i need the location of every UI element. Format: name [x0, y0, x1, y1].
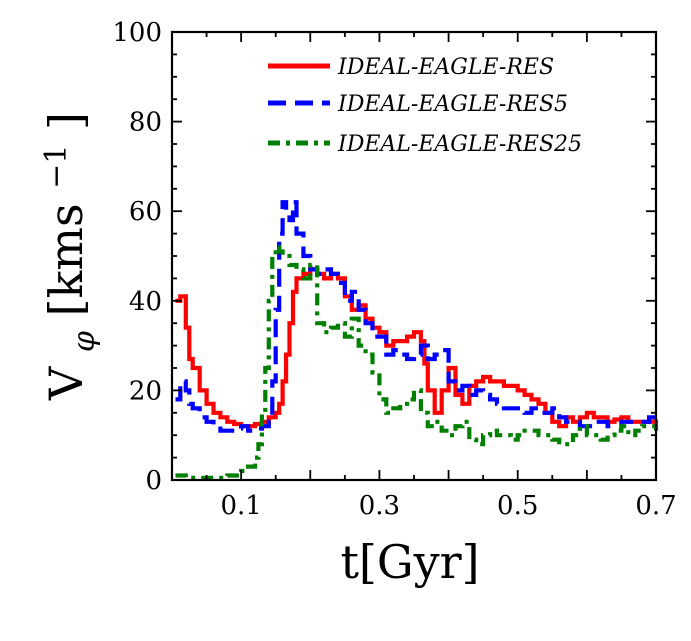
- y-tick-label: 0: [145, 466, 162, 496]
- x-tick-label: 0.7: [635, 491, 676, 521]
- plot-area: [170, 30, 659, 482]
- y-tick-label: 20: [129, 376, 162, 406]
- y-tick-label: 100: [112, 18, 162, 48]
- legend-label-res: IDEAL-EAGLE-RES: [337, 55, 554, 80]
- legend-label-res5: IDEAL-EAGLE-RES5: [337, 92, 568, 117]
- series-layer: [175, 200, 659, 480]
- legend-entry: IDEAL-EAGLE-RES25: [268, 132, 582, 157]
- y-axis-title: V φ [kms −1 ]: [23, 112, 105, 401]
- series-line-1: [175, 267, 659, 429]
- x-axis-title: t[Gyr]: [340, 535, 479, 589]
- y-tick-label: 80: [129, 108, 162, 138]
- tick-labels-layer: 0.1 0.3 0.5 0.7 0 20 40 60 80 100: [112, 18, 676, 521]
- series-line-3: [175, 244, 659, 480]
- legend-entry: IDEAL-EAGLE-RES5: [268, 92, 568, 117]
- y-axis-title-exponent: −1: [39, 145, 74, 189]
- y-axis-title-symbol: V: [39, 366, 93, 401]
- y-axis-title-unit: [kms: [39, 203, 93, 316]
- x-tick-label: 0.3: [359, 491, 400, 521]
- y-tick-label: 40: [129, 287, 162, 317]
- y-axis-title-close: ]: [39, 112, 93, 130]
- legend-label-res25: IDEAL-EAGLE-RES25: [337, 132, 582, 157]
- series-line-2: [175, 200, 656, 433]
- x-tick-label: 0.5: [497, 491, 538, 521]
- ticks-layer: [171, 31, 657, 481]
- x-tick-label: 0.1: [220, 491, 261, 521]
- y-tick-label: 60: [129, 197, 162, 227]
- y-axis-title-subscript: φ: [67, 331, 102, 352]
- legend: IDEAL-EAGLE-RES IDEAL-EAGLE-RES5 IDEAL-E…: [268, 55, 582, 157]
- legend-entry: IDEAL-EAGLE-RES: [268, 55, 554, 80]
